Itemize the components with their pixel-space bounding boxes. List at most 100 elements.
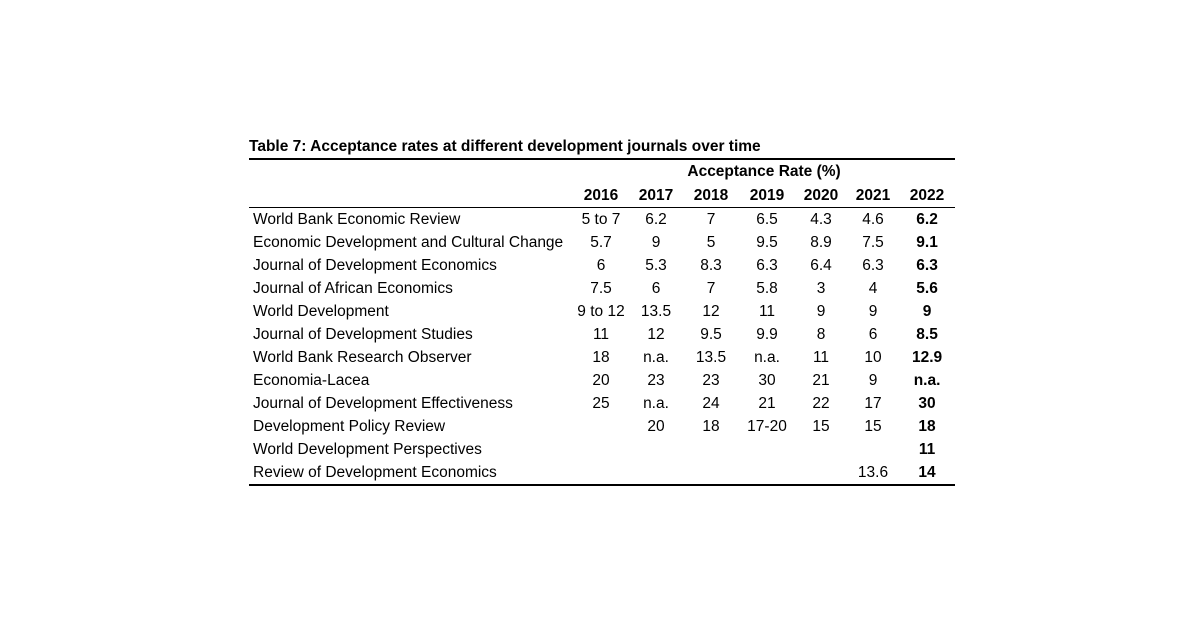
table-row: Journal of Development Effectiveness 25 n.…: [249, 392, 955, 415]
rate-cell-2018: 8.3: [700, 257, 722, 274]
rate-cell-2022: 30: [918, 395, 936, 412]
acceptance-rates-table: Acceptance Rate (%) 2016 2017 2018 2019 …: [249, 158, 956, 486]
rate-cell-2017: 13.5: [640, 303, 672, 320]
header-year-row: 2016 2017 2018 2019 2020 2021 2022: [249, 184, 956, 208]
rate-cell-2018: 13.5: [695, 349, 727, 366]
rate-cell-2016: 5 to 7: [581, 211, 621, 228]
rate-cell-2017: 9: [651, 234, 661, 251]
rate-cell-2022: 12.9: [911, 349, 943, 366]
rate-cell-2018: 12: [702, 303, 720, 320]
rate-cell-2019: n.a.: [754, 349, 780, 366]
rate-cell-2019: 6.3: [756, 257, 778, 274]
year-header: 2016: [573, 184, 629, 208]
acceptance-rate-group-header: Acceptance Rate (%): [687, 163, 841, 180]
rate-cell-2017: 6.2: [645, 211, 667, 228]
year-header: 2019: [739, 184, 795, 208]
rate-cell-2019: 30: [758, 372, 776, 389]
journal-name-cell: World Bank Research Observer: [253, 349, 472, 366]
year-header: 2018: [683, 184, 739, 208]
rate-cell-2016: 7.5: [590, 280, 612, 297]
rate-cell-2022: 5.6: [916, 280, 938, 297]
rate-cell-2018: [683, 438, 739, 461]
rate-cell-2021: 15: [864, 418, 882, 435]
year-header: 2020: [795, 184, 847, 208]
table-row: Journal of Development Economics 6 5.3 8.3 6…: [249, 254, 955, 277]
rate-cell-2017: 5.3: [645, 257, 667, 274]
table-row: World Development 9 to 12 13.5 12 11 9 9 9: [249, 300, 955, 323]
rate-cell-2017: [629, 461, 683, 485]
rate-cell-2020: 6.4: [810, 257, 832, 274]
rate-cell-2017: [629, 438, 683, 461]
rate-cell-2019: 9.5: [756, 234, 778, 251]
table-row: Review of Development Economics 13.6 14: [249, 461, 955, 485]
rate-cell-2019: 6.5: [756, 211, 778, 228]
acceptance-rates-table-container: Table 7: Acceptance rates at different d…: [249, 136, 956, 486]
table-row: Journal of African Economics 7.5 6 7 5.8 3 4 5.…: [249, 277, 955, 300]
year-header: 2017: [629, 184, 683, 208]
rate-cell-2019: 9.9: [756, 326, 778, 343]
rate-cell-2016: 11: [592, 326, 610, 343]
rate-cell-2016: 9 to 12: [577, 303, 625, 320]
rate-cell-2021: 6.3: [862, 257, 884, 274]
rate-cell-2016: 25: [592, 395, 610, 412]
rate-cell-2016: [573, 415, 629, 438]
rate-cell-2016: 6: [596, 257, 606, 274]
rate-cell-2021: 9: [868, 372, 878, 389]
rate-cell-2020: 3: [816, 280, 826, 297]
rate-cell-2016: [573, 438, 629, 461]
header-group-row: Acceptance Rate (%): [249, 159, 955, 184]
rate-cell-2021: [847, 438, 899, 461]
table-row: Journal of Development Studies 11 12 9.5 9.9…: [249, 323, 955, 346]
rate-cell-2018: 24: [702, 395, 720, 412]
table-caption: Table 7: Acceptance rates at different d…: [249, 138, 761, 155]
rate-cell-2020: 4.3: [810, 211, 832, 228]
rate-cell-2022: 14: [918, 464, 936, 481]
rate-cell-2022: 18: [918, 418, 936, 435]
rate-cell-2018: 9.5: [700, 326, 722, 343]
rate-cell-2020: 22: [812, 395, 830, 412]
rate-cell-2022: 11: [918, 441, 936, 458]
rate-cell-2017: 6: [651, 280, 661, 297]
rate-cell-2019: 17-20: [747, 418, 787, 435]
header-blank-cell: [249, 159, 573, 184]
table-body: World Bank Economic Review 5 to 7 6.2 7 6.5 4…: [249, 208, 955, 486]
journal-name-cell: Journal of Development Studies: [253, 326, 473, 343]
rate-cell-2020: 8: [816, 326, 826, 343]
rate-cell-2018: 5: [706, 234, 716, 251]
rate-cell-2022: n.a.: [913, 372, 941, 389]
rate-cell-2021: 4.6: [862, 211, 884, 228]
year-header: 2021: [847, 184, 899, 208]
table-row: World Development Perspectives 11: [249, 438, 955, 461]
rate-cell-2020: 15: [812, 418, 830, 435]
rate-cell-2017: n.a.: [643, 395, 669, 412]
rate-cell-2018: 7: [706, 280, 716, 297]
rate-cell-2020: [795, 438, 847, 461]
journal-name-cell: Economic Development and Cultural Change: [253, 234, 564, 251]
rate-cell-2020: 11: [812, 349, 830, 366]
rate-cell-2022: 6.2: [916, 211, 938, 228]
rate-cell-2016: 20: [592, 372, 610, 389]
journal-name-cell: World Development Perspectives: [253, 441, 482, 458]
rate-cell-2021: 4: [868, 280, 878, 297]
rate-cell-2017: 20: [647, 418, 665, 435]
year-header: 2022: [899, 184, 956, 208]
rate-cell-2022: 6.3: [916, 257, 938, 274]
rate-cell-2019: 5.8: [756, 280, 778, 297]
rate-cell-2020: 21: [812, 372, 830, 389]
rate-cell-2022: 8.5: [916, 326, 938, 343]
journal-name-cell: Review of Development Economics: [253, 464, 497, 481]
rate-cell-2019: [739, 461, 795, 485]
rate-cell-2021: 13.6: [857, 464, 889, 481]
rate-cell-2019: 11: [758, 303, 776, 320]
rate-cell-2020: 8.9: [810, 234, 832, 251]
rate-cell-2016: 5.7: [590, 234, 612, 251]
rate-cell-2021: 7.5: [862, 234, 884, 251]
rate-cell-2016: 18: [592, 349, 610, 366]
journal-name-cell: Development Policy Review: [253, 418, 446, 435]
journal-name-cell: Journal of Development Effectiveness: [253, 395, 513, 412]
rate-cell-2020: 9: [816, 303, 826, 320]
rate-cell-2018: [683, 461, 739, 485]
rate-cell-2020: [795, 461, 847, 485]
rate-cell-2018: 7: [706, 211, 716, 228]
journal-name-cell: Journal of African Economics: [253, 280, 453, 297]
